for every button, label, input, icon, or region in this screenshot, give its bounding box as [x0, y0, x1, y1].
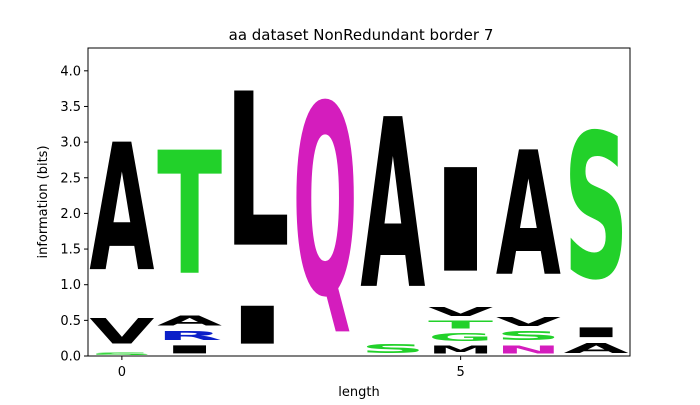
logo-letter-i: I — [564, 325, 629, 341]
logo-letter-n: N — [496, 343, 561, 356]
logo-letter-m: M — [428, 344, 493, 356]
y-axis: 0.0 0.5 1.0 1.5 2.0 2.5 3.0 3.5 4.0 — [60, 64, 88, 365]
logo-letter-i: I — [225, 296, 290, 356]
y-tick-label: 2.0 — [60, 207, 81, 222]
logo-letter-s: S — [360, 342, 425, 356]
logo-letter-a: A — [157, 313, 223, 329]
y-tick-label: 3.0 — [60, 136, 81, 151]
logo-letter-a: A — [496, 115, 561, 314]
logo-letter-i: I — [157, 343, 222, 356]
logo-letter-v: V — [428, 305, 494, 319]
x-axis-label: length — [338, 385, 379, 400]
y-tick-label: 0.0 — [60, 350, 81, 365]
x-tick-label: 5 — [456, 365, 464, 380]
logo-letter-r: R — [157, 329, 222, 343]
y-tick-label: 2.5 — [60, 171, 81, 186]
logo-letter-a: A — [360, 72, 425, 342]
y-tick-label: 4.0 — [60, 64, 81, 79]
logo-letter-i: I — [428, 139, 493, 305]
y-axis-label: information (bits) — [36, 145, 51, 258]
logo-letter-a: A — [564, 341, 630, 357]
logo-letter-s: S — [89, 352, 154, 356]
logo-letter-l: L — [225, 50, 290, 296]
y-tick-label: 1.0 — [60, 278, 81, 293]
y-tick-label: 1.5 — [60, 243, 81, 258]
logo-letter-g: G — [428, 331, 493, 344]
logo-letter-v: V — [496, 315, 562, 329]
logo-letter-t: T — [428, 319, 493, 331]
logo-letter-s: S — [496, 329, 561, 343]
plot-frame — [87, 47, 631, 357]
y-tick-label: 3.5 — [60, 100, 81, 115]
logo-letter-q: Q — [293, 50, 358, 355]
logo-letter-v: V — [89, 312, 154, 353]
x-tick-label: 0 — [118, 365, 126, 380]
chart-title: aa dataset NonRedundant border 7 — [229, 26, 494, 44]
logo-letter-t: T — [157, 118, 222, 314]
y-tick-label: 0.5 — [60, 314, 81, 329]
logo-letter-s: S — [564, 93, 629, 325]
logo-letter-a: A — [89, 108, 154, 311]
